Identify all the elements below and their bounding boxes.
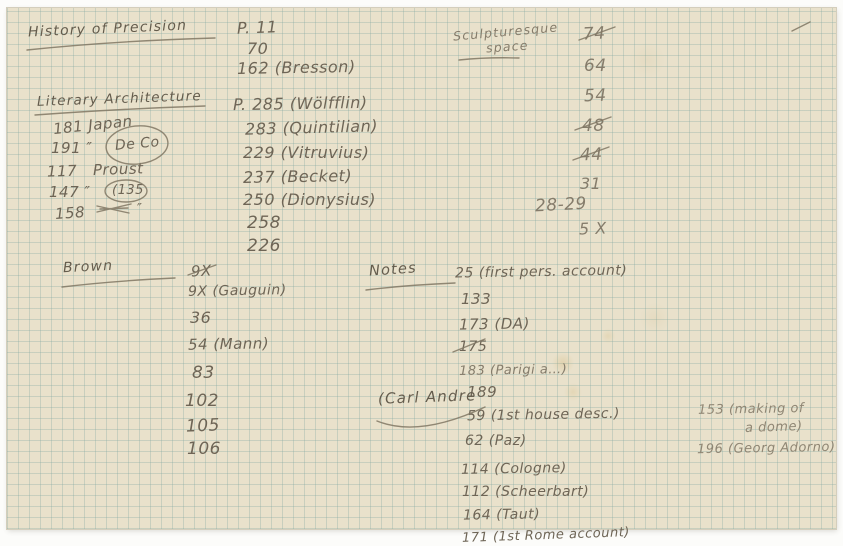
page-ref: 183 (Parigi a…) [458, 362, 568, 379]
page-ref: 62 (Paz) [465, 433, 527, 449]
page-ref: 181 Japan [52, 111, 134, 139]
page-ref: 59 (1st house desc.) [466, 405, 621, 425]
underline-brown [61, 277, 176, 288]
heading-notes: Notes [368, 260, 418, 280]
page-ref: 70 [247, 39, 269, 58]
heading-brown: Brown [62, 257, 114, 277]
page-ref: 283 (Quintilian) [244, 116, 379, 139]
page-ref: P. 11 [236, 17, 278, 38]
heading-literary: Literary Architecture [36, 88, 203, 110]
page-ref: 9X [190, 261, 213, 281]
page-ref: 48 [582, 116, 605, 136]
page-ref: 189 [467, 383, 498, 401]
heading-carl-andre: (Carl Andre [377, 386, 477, 408]
page-ref: 44 [579, 144, 603, 166]
page-ref: 83 [192, 363, 215, 383]
page-ref: 114 (Cologne) [460, 460, 567, 478]
page-ref: 5 X [578, 218, 608, 239]
page-ref: 147 ″ [49, 183, 91, 201]
page-ref: 175 [459, 339, 488, 355]
page-ref: 31 [580, 174, 602, 193]
underline-notes [365, 282, 456, 291]
page-ref: 237 (Becket) [242, 166, 353, 187]
page-ref: 258 [247, 213, 281, 233]
page-ref: a dome) [744, 419, 803, 436]
underline-history [26, 37, 216, 51]
circled-author: De Co [114, 134, 161, 154]
page-ref: 54 [583, 85, 607, 107]
graph-paper: History of Precision P. 11 70 162 (Bress… [7, 8, 836, 546]
page-ref: 54 (Mann) [187, 334, 270, 354]
page-ref: 226 [247, 236, 281, 256]
page-ref: 229 (Vitruvius) [243, 143, 370, 162]
page-ref: 28-29 [534, 193, 588, 217]
circled-page: (135 [112, 183, 144, 198]
heading-sculpture-line2: space [485, 37, 530, 56]
page-ref: 196 (Georg Adorno) [696, 439, 836, 458]
page-ref: 117 Proust [46, 159, 144, 181]
page-ref: 164 (Taut) [462, 506, 541, 524]
page-ref: 74 [582, 23, 607, 45]
page-ref: 153 (making of [697, 401, 805, 418]
page-ref: 133 [461, 290, 492, 308]
page-ref: 9X (Gauguin) [187, 282, 287, 300]
page-ref: 64 [584, 56, 607, 76]
page-ref: 112 (Scheerbart) [462, 484, 590, 500]
page-ref: 105 [185, 415, 221, 437]
page-ref: 171 (1st Rome account) [461, 525, 631, 546]
page-ref: 106 [187, 439, 221, 459]
heading-history: History of Precision [27, 17, 188, 41]
page-ref: 158 [54, 202, 86, 224]
page-ref: 191 ″ [51, 139, 93, 157]
page-ref: 162 (Bresson) [236, 56, 356, 79]
underline-sculpture [458, 57, 520, 61]
page-ref: 173 (DA) [458, 314, 531, 334]
scribble-crossout [96, 203, 132, 214]
page-ref: 102 [185, 391, 219, 411]
ditto-mark: ″ [137, 202, 143, 217]
page-ref: P. 285 (Wölfflin) [232, 92, 368, 115]
page-ref: 250 (Dionysius) [243, 190, 377, 209]
page-ref: 25 (first pers. account) [454, 262, 628, 282]
page-ref: 36 [190, 308, 212, 327]
corner-pencil-mark [791, 21, 811, 32]
